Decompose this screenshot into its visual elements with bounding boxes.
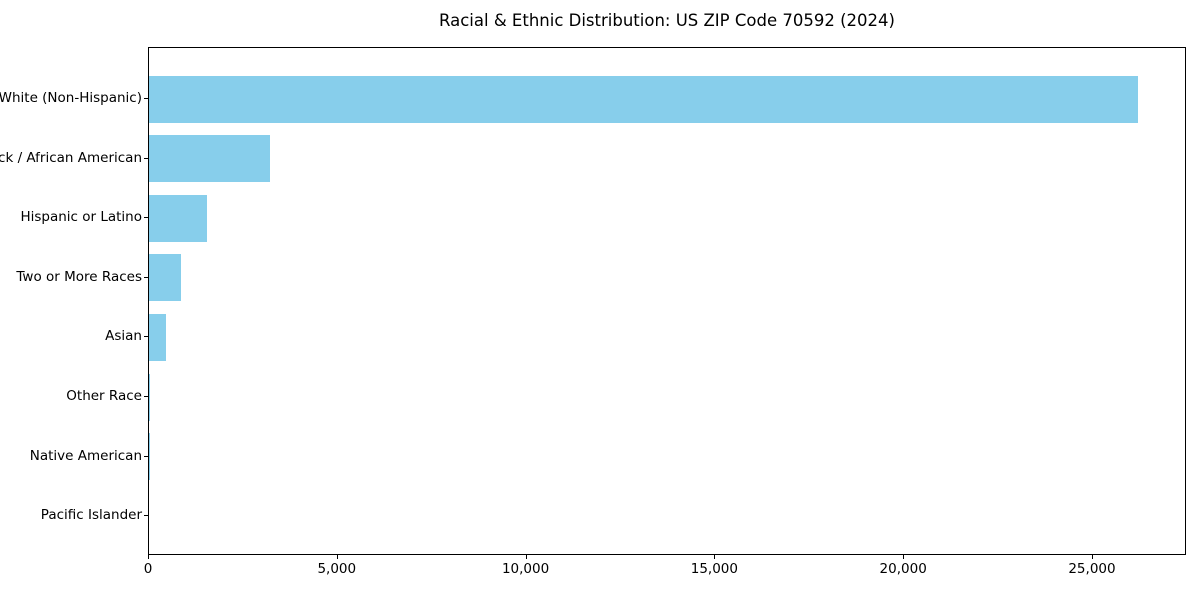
- x-tick-label: 15,000: [690, 561, 738, 577]
- x-tick-label: 0: [143, 561, 153, 577]
- x-tick-mark: [148, 555, 149, 559]
- y-tick-label: Pacific Islander: [40, 507, 142, 524]
- y-tick-mark: [144, 276, 148, 278]
- chart-title: Racial & Ethnic Distribution: US ZIP Cod…: [439, 11, 895, 30]
- bar: [149, 313, 166, 361]
- y-tick-mark: [144, 455, 148, 457]
- y-tick-mark: [144, 336, 148, 338]
- bar: [149, 194, 207, 242]
- y-tick-mark: [144, 98, 148, 99]
- y-tick-label: Other Race: [66, 388, 142, 404]
- x-tick-mark: [525, 555, 527, 559]
- y-tick-label: Two or More Races: [16, 268, 142, 285]
- bar: [149, 75, 1138, 123]
- y-tick-label: Black / African American: [0, 149, 142, 166]
- y-tick-mark: [144, 217, 148, 219]
- x-tick-label: 25,000: [1068, 561, 1116, 577]
- x-tick-mark: [903, 555, 905, 559]
- y-tick-label: Native American: [29, 447, 142, 464]
- y-tick-mark: [144, 396, 148, 397]
- x-tick-label: 5,000: [317, 561, 357, 577]
- x-tick-mark: [1091, 555, 1093, 559]
- x-tick-mark: [336, 555, 338, 559]
- y-tick-label: White (Non-Hispanic): [0, 90, 142, 106]
- y-tick-label: Asian: [105, 328, 142, 345]
- y-tick-mark: [144, 515, 148, 517]
- y-tick-mark: [144, 157, 148, 159]
- y-tick-label: Hispanic or Latino: [20, 209, 142, 226]
- x-tick-label: 20,000: [879, 561, 927, 577]
- x-tick-label: 10,000: [501, 561, 550, 577]
- bar: [149, 135, 270, 183]
- plot-area: [148, 47, 1186, 555]
- bar: [149, 373, 151, 421]
- bar: [149, 254, 182, 302]
- x-tick-mark: [714, 555, 716, 559]
